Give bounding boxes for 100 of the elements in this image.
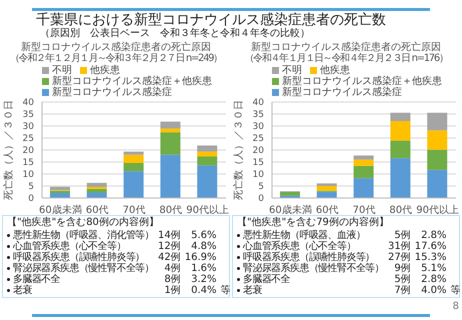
text: 4例 [163,263,181,274]
text: 腎泌尿器系疾患（慢性腎不全等） [13,263,154,274]
x-tick-label: 60代 [86,205,109,216]
legend-label: 他疾患 [320,65,350,76]
legend-label: 新型コロナウイルス感染症＋他疾患 [52,76,212,87]
text: 千葉県における新型コロナウイルス感染症患者の死亡数 [36,12,386,28]
bar [390,120,410,141]
bar [316,186,337,191]
bar [124,154,144,163]
bar [86,192,107,198]
bar [160,122,180,129]
legend-label: 不明 [282,65,302,76]
y-tick-label: 25 [252,134,264,144]
y-tick-label: 30 [22,122,34,132]
bar [50,186,70,190]
text: 7例 [393,285,411,296]
text: 2.8% [420,230,447,241]
text: 8 [452,301,459,312]
text: 【"他疾患"を含む79例の内容例】 [237,217,390,229]
text: 老衰 [243,285,263,296]
text: 3.2% [190,274,217,285]
text: 15.3% [414,252,447,263]
bar [160,132,180,155]
y-tick-label: 40 [252,98,264,108]
y-tick-label: 35 [252,110,264,120]
bar [427,150,448,170]
chart-title: 新型コロナウイルス感染症患者の死亡原因 [250,42,442,53]
bar [197,145,218,152]
text: 2.8% [420,274,447,285]
text: 1.6% [190,263,217,274]
text: 悪性新生物（呼吸器、消化管等） [13,230,154,241]
legend-label: 新型コロナウイルス感染症＋他疾患 [282,76,442,87]
y-tick-label: 35 [22,110,34,120]
bar [427,112,448,130]
bar [124,171,144,198]
chart-title: 新型コロナウイルス感染症患者の死亡原因 [20,42,212,53]
x-tick-label: 90代以上 [186,204,229,216]
text: 【"他疾患"を含む80例の内容例】 [7,217,160,229]
text: 等 [220,285,231,296]
text: 老衰 [13,285,33,296]
y-tick-label: 0 [258,194,264,204]
y-tick-label: 25 [22,134,34,144]
text: 4.0% [420,285,447,296]
text: 4.8% [190,241,217,252]
bar [390,112,410,121]
y-tick-label: 20 [22,146,34,156]
legend-label: 新型コロナウイルス感染症 [52,87,172,98]
legend-label: 新型コロナウイルス感染症 [282,87,402,98]
bar [354,178,374,198]
text: 呼吸器系疾患（誤嚥性肺炎等） [13,252,146,263]
bar [124,162,144,172]
bar [354,156,374,160]
bar [390,158,410,198]
x-tick-label: 80代 [159,205,182,216]
bar [86,182,107,187]
y-tick-label: 0 [28,194,34,204]
y-tick-label: 30 [252,122,264,132]
chart-subtitle: （令和４年１月１日～令和４年２月２３日 n=176） [243,53,449,64]
text: 5例 [393,230,411,241]
bar [354,166,374,178]
text: 31例 [387,241,411,252]
text: 5.1% [420,263,447,274]
x-tick-label: 60代 [316,205,339,216]
text: 多臓器不全 [243,274,292,285]
bar [280,192,300,196]
text: 心血管系疾患（心不全等） [13,241,127,252]
y-tick-label: 5 [28,182,34,192]
bar [354,160,374,166]
bar [197,165,218,198]
x-tick-label: 90代以上 [416,204,459,216]
x-tick-label: 70代 [352,205,376,216]
text: 5.6% [190,230,217,241]
text: 17.6% [414,241,447,252]
text: 0.4% [190,285,217,296]
x-tick-label: 60歳未満 [39,204,82,216]
text: 14例 [157,230,181,241]
x-tick-label: 80代 [389,205,412,216]
chart-subtitle: （令和２年１２月１月～令和３年２月２７日 n=249） [9,53,223,64]
text: 16.9% [184,252,217,263]
bar [197,156,218,166]
legend-label: 不明 [52,65,72,76]
y-tick-label: 20 [252,146,264,156]
bar [86,188,107,192]
y-tick-label: 15 [22,158,34,168]
text: 心血管系疾患（心不全等） [243,241,357,252]
bar [390,140,410,158]
y-axis-title: 死亡数（人）／３０日 [4,100,14,200]
text: 等 [450,285,461,296]
text: 27例 [387,252,411,263]
text: 多臓器不全 [13,274,62,285]
text: 8例 [163,274,181,285]
bar [427,130,448,150]
text: 1例 [163,285,181,296]
y-axis-title: 死亡数（人）／３０日 [234,100,244,200]
legend-label: 他疾患 [90,65,120,76]
bar [197,152,218,156]
text: 5例 [393,274,411,285]
bar [160,154,180,198]
text: 12例 [157,241,181,252]
y-tick-label: 10 [22,170,34,180]
